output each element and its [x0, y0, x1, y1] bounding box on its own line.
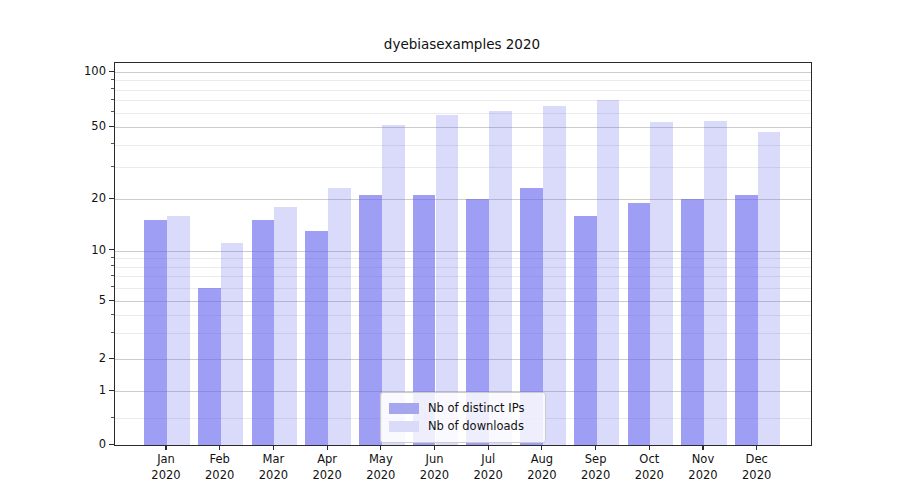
legend-swatch-downloads	[389, 421, 419, 432]
y-gridline-minor	[115, 80, 811, 81]
y-tick-label: 1	[40, 383, 106, 397]
y-tick-label: 10	[40, 243, 106, 257]
bar-downloads-jan	[167, 216, 190, 445]
y-minor-tick-mark	[111, 99, 114, 100]
bar-downloads-dec	[758, 132, 781, 445]
bar-distinct-ips-sep	[574, 216, 597, 445]
legend-label-distinct-ips: Nb of distinct IPs	[428, 401, 524, 415]
y-tick-mark	[109, 249, 114, 250]
y-minor-tick-mark	[111, 166, 114, 167]
y-tick-label: 50	[40, 119, 106, 133]
x-tick-label-dec: Dec2020	[722, 451, 792, 483]
bar-downloads-feb	[221, 243, 244, 445]
x-tick-mark	[541, 445, 542, 450]
x-tick-label-year: 2020	[722, 467, 792, 483]
y-tick-mark	[109, 126, 114, 127]
bar-distinct-ips-feb	[198, 288, 221, 445]
y-tick-mark	[109, 198, 114, 199]
y-tick-mark	[109, 444, 114, 445]
bar-downloads-oct	[650, 122, 673, 445]
y-minor-tick-mark	[111, 314, 114, 315]
y-gridline-major	[115, 72, 811, 73]
bar-downloads-apr	[328, 188, 351, 445]
x-tick-mark	[273, 445, 274, 450]
bar-downloads-aug	[543, 106, 566, 445]
x-tick-mark	[649, 445, 650, 450]
y-minor-tick-mark	[111, 143, 114, 144]
y-tick-label: 100	[40, 64, 106, 78]
y-minor-tick-mark	[111, 275, 114, 276]
bar-distinct-ips-nov	[681, 199, 704, 445]
bar-distinct-ips-oct	[628, 203, 651, 445]
y-tick-label: 20	[40, 191, 106, 205]
y-minor-tick-mark	[111, 88, 114, 89]
y-minor-tick-mark	[111, 111, 114, 112]
bar-distinct-ips-jan	[144, 220, 167, 445]
y-tick-label: 2	[40, 351, 106, 365]
bar-distinct-ips-may	[359, 195, 382, 445]
y-minor-tick-mark	[111, 417, 114, 418]
bar-downloads-nov	[704, 121, 727, 445]
y-minor-tick-mark	[111, 257, 114, 258]
x-tick-mark	[434, 445, 435, 450]
y-tick-label: 0	[40, 437, 106, 451]
bar-downloads-sep	[597, 100, 620, 445]
legend-swatch-distinct-ips	[389, 403, 419, 414]
legend: Nb of distinct IPs Nb of downloads	[380, 392, 546, 443]
y-tick-mark	[109, 71, 114, 72]
legend-row-downloads: Nb of downloads	[389, 418, 537, 434]
x-tick-mark	[380, 445, 381, 450]
x-tick-mark	[595, 445, 596, 450]
bar-distinct-ips-dec	[735, 195, 758, 445]
bar-downloads-mar	[274, 207, 297, 445]
y-gridline-minor	[115, 100, 811, 101]
bar-distinct-ips-apr	[305, 231, 328, 445]
y-tick-label: 5	[40, 293, 106, 307]
y-minor-tick-mark	[111, 332, 114, 333]
y-tick-mark	[109, 390, 114, 391]
legend-row-distinct-ips: Nb of distinct IPs	[389, 400, 537, 416]
y-minor-tick-mark	[111, 286, 114, 287]
figure: dyebiasexamples 2020 1005020105210Jan202…	[0, 0, 900, 500]
y-tick-mark	[109, 358, 114, 359]
x-tick-mark	[327, 445, 328, 450]
y-minor-tick-mark	[111, 79, 114, 80]
bar-distinct-ips-mar	[252, 220, 275, 445]
y-gridline-minor	[115, 90, 811, 91]
x-tick-mark	[702, 445, 703, 450]
plot-area	[114, 62, 812, 446]
x-tick-mark	[165, 445, 166, 450]
x-tick-mark	[488, 445, 489, 450]
y-gridline-minor	[115, 113, 811, 114]
x-tick-mark	[219, 445, 220, 450]
chart-title: dyebiasexamples 2020	[114, 36, 810, 52]
y-tick-mark	[109, 300, 114, 301]
x-tick-mark	[756, 445, 757, 450]
x-tick-label-month: Dec	[722, 451, 792, 467]
legend-label-downloads: Nb of downloads	[428, 419, 524, 433]
y-minor-tick-mark	[111, 265, 114, 266]
